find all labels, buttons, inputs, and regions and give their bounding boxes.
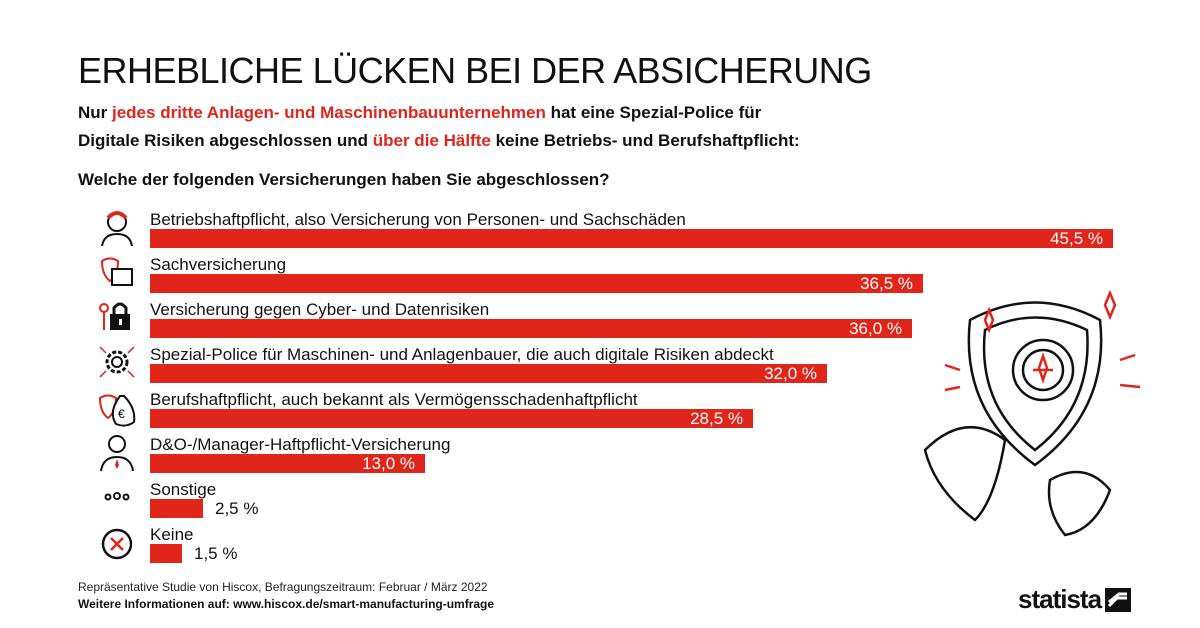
shield-moneybag-icon: € xyxy=(98,394,136,427)
bar xyxy=(150,499,203,518)
value-label: 28,5 % xyxy=(690,409,743,428)
category-label: Sonstige xyxy=(150,480,217,499)
chart-row: Spezial-Police für Maschinen- und Anlage… xyxy=(0,345,1200,390)
shield-illustration-icon xyxy=(923,290,1141,537)
value-label: 36,0 % xyxy=(849,319,902,338)
subtitle-line-2: Digitale Risiken abgeschlossen und über … xyxy=(78,131,800,151)
chart-row: Sachversicherung 36,5 % xyxy=(0,255,1200,300)
person-icon xyxy=(101,211,133,247)
value-label: 13,0 % xyxy=(362,454,415,473)
chart-row: Betriebshaftpflicht, also Versicherung v… xyxy=(0,210,1200,255)
x-circle-icon xyxy=(101,528,133,560)
highlight-text: über die Hälfte xyxy=(372,131,491,150)
logo-text: statista xyxy=(1018,584,1102,614)
category-label: Sachversicherung xyxy=(150,255,287,274)
bar xyxy=(150,409,753,428)
category-label: D&O-/Manager-Haftpflicht-Versicherung xyxy=(150,435,451,454)
chart-row: € Berufshaftpflicht, auch bekannt als Ve… xyxy=(0,390,1200,435)
value-label: 36,5 % xyxy=(860,274,913,293)
value-label: 1,5 % xyxy=(194,544,238,563)
highlight-text: jedes dritte Anlagen- und Maschinenbauun… xyxy=(112,103,546,122)
value-label: 45,5 % xyxy=(1050,229,1103,248)
category-label: Spezial-Police für Maschinen- und Anlage… xyxy=(150,345,774,364)
manager-icon xyxy=(100,435,134,472)
subtitle-text: Nur xyxy=(78,103,112,122)
subtitle-line-1: Nur jedes dritte Anlagen- und Maschinenb… xyxy=(78,103,761,123)
chart-row: Versicherung gegen Cyber- und Datenrisik… xyxy=(0,300,1200,345)
category-label: Keine xyxy=(150,525,194,544)
survey-question: Welche der folgenden Versicherungen habe… xyxy=(78,170,610,189)
value-label: 32,0 % xyxy=(764,364,817,383)
padlock-key-icon xyxy=(99,302,130,330)
chart-row: Sonstige 2,5 % xyxy=(0,480,1200,525)
gear-icon xyxy=(99,346,135,378)
subtitle-text: hat eine Spezial-Police für xyxy=(545,103,762,122)
more-info-link[interactable]: Weitere Informationen auf: www.hiscox.de… xyxy=(78,597,495,611)
bar xyxy=(150,364,827,383)
chart-title: ERHEBLICHE LÜCKEN BEI DER ABSICHERUNG xyxy=(78,50,872,91)
category-label: Berufshaftpflicht, auch bekannt als Verm… xyxy=(150,390,638,409)
category-label: Betriebshaftpflicht, also Versicherung v… xyxy=(150,210,686,229)
bar xyxy=(150,454,425,473)
bar xyxy=(150,274,923,293)
source-note: Repräsentative Studie von Hiscox, Befrag… xyxy=(78,580,488,594)
chart-row: Keine 1,5 % xyxy=(0,525,1200,570)
shield-box-icon xyxy=(100,257,133,286)
subtitle-text: keine Betriebs- und Berufshaftpflicht: xyxy=(490,131,800,150)
statista-logo: statista xyxy=(1018,584,1132,615)
dots-icon xyxy=(104,492,130,501)
bar xyxy=(150,229,1113,248)
chart-row: D&O-/Manager-Haftpflicht-Versicherung 13… xyxy=(0,435,1200,480)
bar xyxy=(150,544,182,563)
value-label: 2,5 % xyxy=(215,499,259,518)
category-label: Versicherung gegen Cyber- und Datenrisik… xyxy=(150,300,490,319)
subtitle-text: Digitale Risiken abgeschlossen und xyxy=(78,131,373,150)
svg-text:€: € xyxy=(118,407,125,421)
bar xyxy=(150,319,912,338)
statista-logo-icon xyxy=(1105,587,1132,612)
